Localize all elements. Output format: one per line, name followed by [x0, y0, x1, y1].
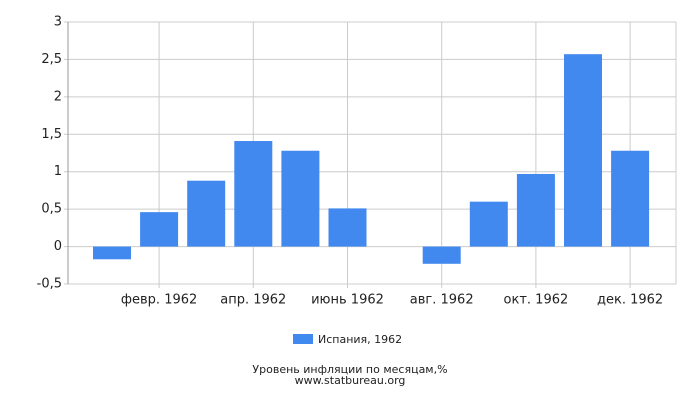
x-tick-label: июнь 1962: [311, 293, 384, 308]
bar: [93, 246, 131, 260]
legend-label: Испания, 1962: [318, 333, 402, 346]
y-tick-label: 1: [54, 164, 62, 179]
y-tick-label: 0,5: [41, 202, 62, 217]
y-tick-label: 2,5: [41, 52, 62, 67]
bar: [328, 208, 367, 247]
footer-text: Уровень инфляции по месяцам,%: [252, 363, 447, 376]
y-tick-label: 1,5: [41, 127, 62, 142]
y-tick-label: 0: [54, 239, 62, 254]
x-tick-label: апр. 1962: [220, 293, 286, 308]
bar: [611, 150, 650, 247]
x-tick-label: авг. 1962: [410, 293, 474, 308]
bar: [187, 180, 226, 247]
footer-text: www.statbureau.org: [295, 374, 406, 387]
x-tick-label: февр. 1962: [121, 293, 197, 308]
bar: [140, 212, 179, 247]
bar: [422, 246, 461, 264]
bar: [281, 150, 320, 247]
y-tick-label: -0,5: [37, 277, 62, 292]
bar: [469, 201, 508, 247]
y-tick-label: 2: [54, 89, 62, 104]
x-tick-label: окт. 1962: [504, 293, 569, 308]
bar: [234, 141, 273, 247]
bar: [516, 173, 555, 247]
bar: [564, 54, 602, 247]
x-tick-label: дек. 1962: [597, 293, 663, 308]
legend-swatch: [293, 334, 313, 344]
y-tick-label: 3: [54, 15, 62, 30]
